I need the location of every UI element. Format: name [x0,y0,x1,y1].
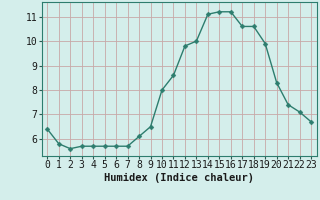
X-axis label: Humidex (Indice chaleur): Humidex (Indice chaleur) [104,173,254,183]
